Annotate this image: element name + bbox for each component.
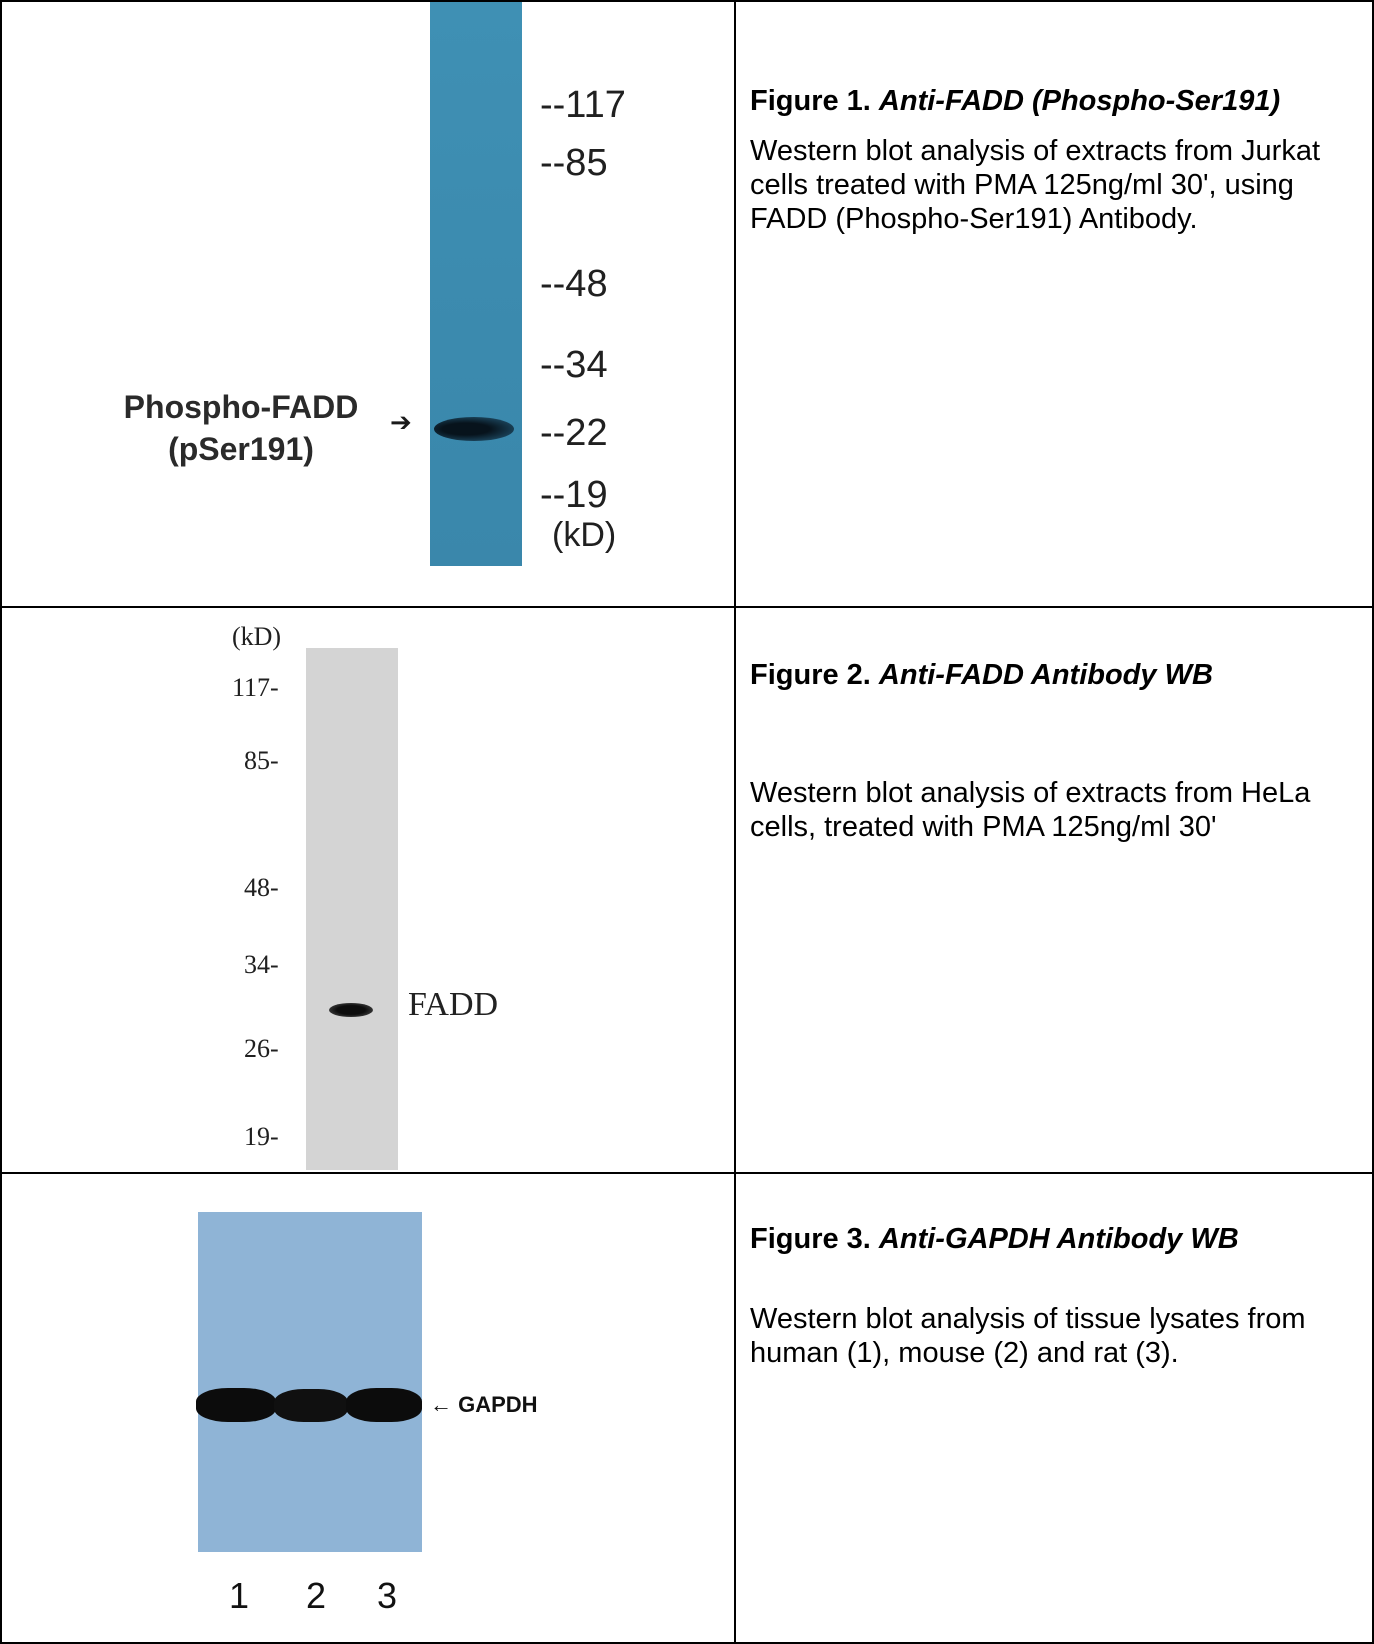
figure-1-marker-22: --22: [540, 412, 608, 454]
figure-3-title: Figure 3. Anti-GAPDH Antibody WB: [750, 1222, 1239, 1257]
figure-3-lane-2: 2: [306, 1575, 327, 1616]
figure-1-title-prefix: Figure 1.: [750, 85, 871, 117]
figure-1-marker-117: --117: [540, 84, 626, 126]
row-divider-2: [0, 1172, 1374, 1174]
column-divider: [734, 0, 736, 1644]
figure-2-marker-48: 48-: [244, 873, 279, 902]
row-divider-1: [0, 606, 1374, 608]
figure-3-band-label: ← GAPDH: [430, 1392, 538, 1417]
figure-2-band-label: FADD: [408, 986, 499, 1023]
figure-3-title-prefix: Figure 3.: [750, 1223, 871, 1255]
figure-2-title-prefix: Figure 2.: [750, 659, 871, 691]
arrow-right-icon: ➔: [390, 407, 412, 437]
table-border-top: [0, 0, 1374, 2]
figure-3-membrane: [198, 1212, 422, 1552]
figure-1-description: Western blot analysis of extracts from J…: [750, 135, 1321, 235]
figure-2-membrane: [306, 648, 398, 1170]
figure-3-band-lane-1: [196, 1388, 276, 1422]
figure-3-lane-3: 3: [377, 1575, 398, 1616]
figure-1-band-label: Phospho-FADD (pSer191): [96, 386, 386, 470]
figure-3-description: Western blot analysis of tissue lysates …: [750, 1303, 1306, 1369]
figure-1-band-label-line1: Phospho-FADD: [123, 389, 359, 425]
table-border-bottom: [0, 1642, 1374, 1644]
figure-3-band-lane-3: [346, 1388, 422, 1422]
table-border-left: [0, 0, 2, 1644]
figure-2-marker-26: 26-: [244, 1034, 279, 1063]
figure-1-title-italic: Anti-FADD (Phospho-Ser191): [878, 85, 1281, 117]
figure-1-marker-19: --19: [540, 474, 608, 516]
figure-2-marker-34: 34-: [244, 950, 279, 979]
figure-2-band: [329, 1003, 373, 1017]
figure-3-lane-1: 1: [229, 1575, 250, 1616]
figure-2-unit-label: (kD): [232, 622, 282, 651]
figure-1-marker-34: --34: [540, 344, 608, 386]
figure-1-marker-85: --85: [540, 142, 608, 184]
figure-1-unit-label: (kD): [552, 516, 617, 554]
figure-2-description: Western blot analysis of extracts from H…: [750, 777, 1311, 843]
figure-3-band-lane-2: [274, 1389, 348, 1422]
figure-2-marker-85: 85-: [244, 746, 279, 775]
figure-1-band-label-line2: (pSer191): [168, 431, 314, 467]
figure-1-membrane: [430, 2, 522, 566]
figure-3-title-italic: Anti-GAPDH Antibody WB: [878, 1223, 1239, 1255]
figure-2-marker-117: 117-: [232, 673, 279, 702]
figure-1-marker-48: --48: [540, 263, 608, 305]
figure-2-title-italic: Anti-FADD Antibody WB: [878, 659, 1213, 691]
figure-1-band: [434, 417, 514, 441]
table-border-right: [1372, 0, 1374, 1644]
figure-2-title: Figure 2. Anti-FADD Antibody WB: [750, 658, 1213, 693]
figure-1-title: Figure 1. Anti-FADD (Phospho-Ser191): [750, 84, 1280, 119]
figure-2-marker-19: 19-: [244, 1122, 279, 1151]
